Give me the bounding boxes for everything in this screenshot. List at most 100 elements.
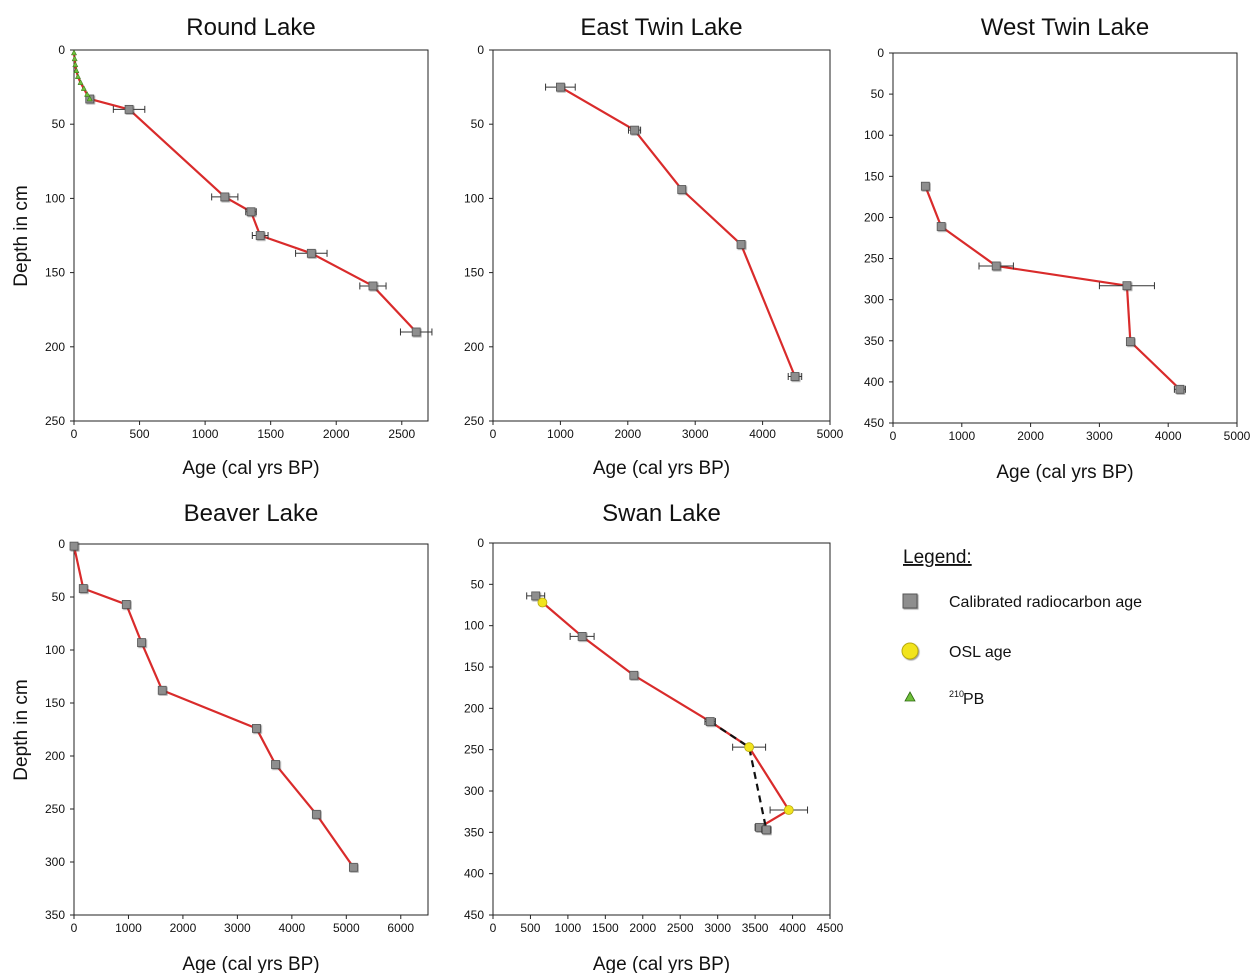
y-tick-label: 200 bbox=[45, 749, 65, 763]
y-tick-label: 150 bbox=[464, 266, 484, 280]
x-tick-label: 2000 bbox=[614, 427, 641, 441]
osl-point bbox=[537, 597, 548, 608]
x-tick-label: 2000 bbox=[629, 921, 656, 935]
x-tick-label: 2000 bbox=[323, 427, 350, 441]
x-tick-label: 500 bbox=[130, 427, 150, 441]
x-tick-label: 3500 bbox=[742, 921, 769, 935]
chart-title: Round Lake bbox=[186, 14, 315, 41]
chart-0: Round Lake 0 500 1000 1500 2000 2500 0 50 100 150 2… bbox=[11, 14, 433, 479]
radiocarbon-point bbox=[761, 825, 771, 835]
x-tick-label: 4000 bbox=[749, 427, 776, 441]
legend-item-pb210: 210 PB bbox=[904, 689, 984, 708]
x-tick-label: 5000 bbox=[333, 921, 360, 935]
y-tick-label: 0 bbox=[477, 43, 484, 57]
x-tick-label: 3000 bbox=[1086, 429, 1113, 443]
y-tick-label: 300 bbox=[464, 784, 484, 798]
radiocarbon-point bbox=[790, 372, 800, 381]
x-tick-label: 4000 bbox=[1155, 429, 1182, 443]
y-tick-label: 0 bbox=[877, 46, 884, 60]
x-axis-title: Age (cal yrs BP) bbox=[182, 458, 319, 479]
chart-title: East Twin Lake bbox=[580, 14, 742, 41]
y-tick-label: 50 bbox=[471, 117, 485, 131]
radiocarbon-point bbox=[531, 591, 541, 601]
radiocarbon-point bbox=[137, 638, 146, 647]
radiocarbon-point bbox=[271, 760, 280, 769]
dashed-series-line bbox=[709, 720, 768, 831]
radiocarbon-point bbox=[246, 207, 256, 217]
x-tick-label: 0 bbox=[71, 921, 78, 935]
radiocarbon-point bbox=[348, 862, 358, 872]
radiocarbon-point bbox=[677, 185, 687, 194]
legend-item-osl: OSL age bbox=[901, 642, 1012, 661]
pb210-point bbox=[74, 73, 81, 79]
legend-grey-square-icon bbox=[902, 593, 918, 609]
x-tick-label: 3000 bbox=[682, 427, 709, 441]
radiocarbon-point bbox=[630, 125, 639, 135]
plot-frame bbox=[492, 49, 831, 422]
chart-2: West Twin Lake 0 1000 2000 3000 4000 5000 0 50 10… bbox=[864, 14, 1251, 483]
y-tick-label: 50 bbox=[52, 590, 66, 604]
series-line bbox=[72, 52, 418, 333]
x-tick-label: 2500 bbox=[388, 427, 415, 441]
y-tick-label: 150 bbox=[864, 169, 884, 183]
y-tick-label: 100 bbox=[464, 619, 484, 633]
y-tick-label: 350 bbox=[464, 825, 484, 839]
osl-point bbox=[783, 805, 794, 815]
radiocarbon-point bbox=[411, 327, 421, 337]
radiocarbon-point bbox=[121, 600, 131, 609]
series-line bbox=[534, 595, 790, 831]
x-tick-label: 1000 bbox=[115, 921, 142, 935]
x-tick-label: 1500 bbox=[257, 427, 284, 441]
legend-yellow-circle-icon bbox=[901, 642, 919, 660]
y-tick-label: 200 bbox=[464, 340, 484, 354]
plot-frame bbox=[73, 49, 429, 422]
x-tick-label: 0 bbox=[71, 427, 78, 441]
y-tick-label: 100 bbox=[45, 191, 65, 205]
series-line bbox=[924, 185, 1181, 391]
radiocarbon-point bbox=[1175, 384, 1185, 394]
y-tick-label: 150 bbox=[464, 660, 484, 674]
y-tick-label: 200 bbox=[864, 210, 884, 224]
radiocarbon-point bbox=[78, 584, 88, 593]
radiocarbon-point bbox=[936, 222, 946, 231]
y-tick-label: 250 bbox=[45, 414, 65, 428]
radiocarbon-point bbox=[157, 685, 167, 695]
y-tick-label: 50 bbox=[871, 87, 885, 101]
y-tick-label: 0 bbox=[477, 536, 484, 550]
pb210-point bbox=[77, 79, 84, 85]
radiocarbon-point bbox=[920, 181, 930, 191]
radiocarbon-point bbox=[556, 82, 565, 92]
radiocarbon-point bbox=[1122, 281, 1132, 291]
chart-title: Swan Lake bbox=[602, 500, 721, 527]
y-tick-label: 100 bbox=[45, 643, 65, 657]
x-tick-label: 5000 bbox=[1224, 429, 1251, 443]
x-tick-label: 500 bbox=[520, 921, 540, 935]
y-tick-label: 400 bbox=[464, 867, 484, 881]
y-tick-label: 450 bbox=[464, 908, 484, 922]
y-tick-label: 50 bbox=[52, 117, 66, 131]
radiocarbon-point bbox=[69, 541, 79, 551]
x-tick-label: 0 bbox=[490, 427, 497, 441]
y-tick-label: 250 bbox=[464, 743, 484, 757]
series-line bbox=[72, 545, 355, 868]
pb210-point bbox=[86, 95, 93, 102]
legend-title: Legend: bbox=[903, 547, 972, 568]
y-tick-label: 150 bbox=[45, 266, 65, 280]
x-tick-label: 1000 bbox=[547, 427, 574, 441]
radiocarbon-point bbox=[577, 632, 587, 641]
legend-green-triangle-icon bbox=[904, 691, 916, 702]
y-tick-label: 250 bbox=[864, 252, 884, 266]
x-axis-title: Age (cal yrs BP) bbox=[182, 954, 319, 973]
chart-title: Beaver Lake bbox=[184, 500, 319, 527]
chart-3: Beaver Lake 0 1000 2000 3000 4000 5000 6000 0 50 1… bbox=[11, 500, 429, 973]
pb210-point bbox=[84, 90, 91, 97]
x-tick-label: 5000 bbox=[817, 427, 844, 441]
y-tick-label: 400 bbox=[864, 375, 884, 389]
legend: Legend: Calibrated radiocarbon age OSL a… bbox=[901, 547, 1142, 708]
radiocarbon-point bbox=[629, 670, 639, 680]
y-tick-label: 250 bbox=[45, 802, 65, 816]
x-tick-label: 1000 bbox=[948, 429, 975, 443]
radiocarbon-point bbox=[311, 809, 321, 819]
y-tick-label: 450 bbox=[864, 416, 884, 430]
y-tick-label: 50 bbox=[471, 577, 485, 591]
